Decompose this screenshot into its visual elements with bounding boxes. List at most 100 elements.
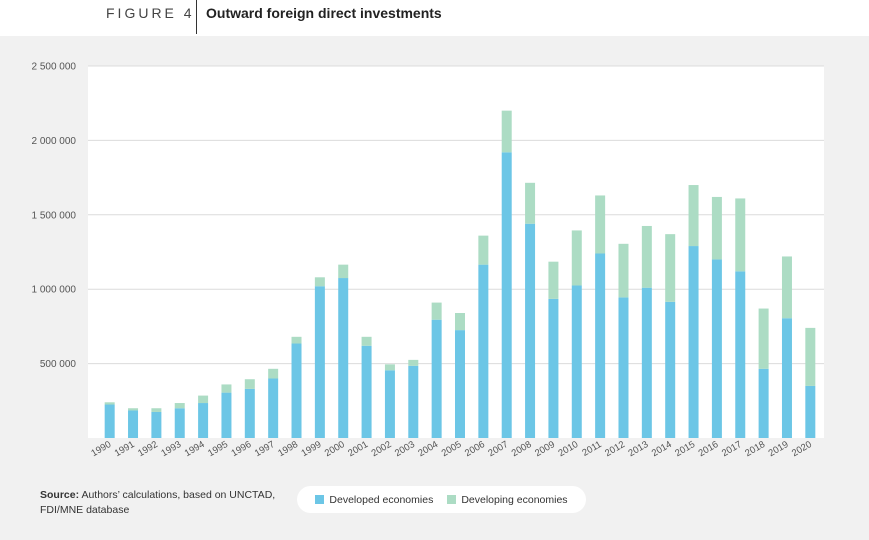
x-tick-label: 2015 xyxy=(673,439,697,459)
bar-developing-2013 xyxy=(641,225,652,288)
bar-developed-1992 xyxy=(151,411,162,438)
source-text: Authors’ calculations, based on UNCTAD, … xyxy=(40,489,276,516)
bar-developing-1995 xyxy=(221,384,232,393)
x-tick-label: 1996 xyxy=(229,439,253,459)
y-axis-labels: 500 000 1 000 000 1 500 000 2 000 000 2 500 … xyxy=(32,62,77,371)
x-tick-label: 2011 xyxy=(580,439,603,459)
y-tick-label: 1 500 000 xyxy=(32,210,77,221)
bar-developing-2002 xyxy=(384,364,395,371)
bar-developing-1994 xyxy=(198,395,209,404)
bar-developed-2006 xyxy=(478,264,489,438)
bar-developing-2006 xyxy=(478,235,489,265)
x-tick-label: 2004 xyxy=(416,439,440,459)
bar-developing-2017 xyxy=(735,198,746,272)
x-tick-label: 2008 xyxy=(510,439,534,459)
bar-developed-1995 xyxy=(221,392,232,438)
x-tick-label: 2016 xyxy=(697,439,721,459)
header-divider xyxy=(196,0,197,34)
bar-developed-1997 xyxy=(268,378,279,438)
bar-developing-1999 xyxy=(314,277,325,287)
source-note: Source: Authors’ calculations, based on … xyxy=(40,488,280,518)
bar-developed-2005 xyxy=(455,330,465,438)
x-tick-label: 1992 xyxy=(136,439,160,459)
bar-developing-2011 xyxy=(595,195,606,254)
x-tick-label: 2017 xyxy=(720,439,744,459)
bar-developed-2000 xyxy=(338,278,349,438)
bar-developed-2003 xyxy=(408,365,419,438)
x-tick-label: 2018 xyxy=(743,439,767,459)
bar-developing-2016 xyxy=(711,196,722,260)
bar-developed-2011 xyxy=(595,253,606,438)
legend-swatch-developing xyxy=(447,495,457,504)
x-tick-label: 2009 xyxy=(533,439,557,459)
figure-header: FIGURE 4 Outward foreign direct investme… xyxy=(0,0,869,36)
legend: Developed economies Developing economies xyxy=(297,486,586,513)
x-tick-label: 2013 xyxy=(627,439,651,459)
bar-developed-2004 xyxy=(431,319,442,438)
x-tick-label: 2014 xyxy=(650,439,674,459)
bar-developing-1991 xyxy=(128,408,139,411)
x-tick-label: 1998 xyxy=(276,439,300,459)
x-tick-label: 2020 xyxy=(790,439,814,459)
bar-developed-2012 xyxy=(618,297,629,438)
bar-developed-1996 xyxy=(244,388,255,438)
bar-developed-2016 xyxy=(711,259,722,438)
bar-developed-2018 xyxy=(758,368,769,438)
bar-developing-2001 xyxy=(361,336,372,346)
bar-developing-1998 xyxy=(291,336,302,344)
bar-developed-2008 xyxy=(525,223,536,438)
bar-developing-2004 xyxy=(431,302,442,320)
y-tick-label: 2 000 000 xyxy=(32,136,77,147)
x-tick-label: 2006 xyxy=(463,439,487,459)
legend-swatch-developed xyxy=(315,495,325,504)
bar-developing-1996 xyxy=(244,379,255,389)
bars xyxy=(104,110,816,438)
x-tick-label: 1991 xyxy=(113,439,137,459)
x-tick-label: 1999 xyxy=(300,439,324,459)
bar-developing-2012 xyxy=(618,243,629,298)
source-label: Source: xyxy=(40,489,80,501)
bar-developed-2019 xyxy=(781,318,792,438)
x-tick-label: 2010 xyxy=(556,439,580,459)
bar-developing-1997 xyxy=(268,368,279,379)
x-tick-label: 2012 xyxy=(603,439,627,459)
bar-developing-2014 xyxy=(665,234,676,302)
bar-developed-2014 xyxy=(665,301,676,438)
figure-title: Outward foreign direct investments xyxy=(206,5,442,21)
bar-developed-2001 xyxy=(361,345,372,438)
x-tick-label: 1995 xyxy=(206,439,230,459)
x-tick-label: 1990 xyxy=(89,439,113,459)
legend-label-developing: Developing economies xyxy=(461,493,568,506)
bar-developing-2015 xyxy=(688,185,699,247)
bar-developing-2010 xyxy=(571,230,582,286)
bar-developing-1993 xyxy=(174,403,185,409)
bar-developing-2003 xyxy=(408,359,419,366)
bar-developing-2018 xyxy=(758,308,769,369)
x-tick-label: 1997 xyxy=(253,439,277,459)
bar-developed-2020 xyxy=(805,385,816,438)
legend-item-developing: Developing economies xyxy=(447,493,568,506)
bar-developing-1992 xyxy=(151,408,162,412)
bar-chart: 500 000 1 000 000 1 500 000 2 000 000 2 500 … xyxy=(32,62,824,459)
x-tick-label: 2005 xyxy=(440,439,464,459)
bar-developing-2019 xyxy=(781,256,792,319)
x-tick-label: 2019 xyxy=(767,439,791,459)
bar-developed-2009 xyxy=(548,298,559,438)
bar-developed-2015 xyxy=(688,246,699,438)
x-axis-labels: 1990 1991 1992 1993 1994 1995 1996 1997 1998 1999… xyxy=(89,439,813,459)
bar-developed-1990 xyxy=(104,404,115,438)
y-tick-label: 500 000 xyxy=(40,359,77,370)
legend-item-developed: Developed economies xyxy=(315,494,433,506)
bar-developed-2002 xyxy=(384,370,395,438)
bar-developed-1991 xyxy=(128,410,139,438)
x-tick-label: 1993 xyxy=(159,439,183,459)
x-tick-label: 2002 xyxy=(370,439,394,459)
figure-label: FIGURE 4 xyxy=(106,5,195,21)
y-tick-label: 1 000 000 xyxy=(32,285,77,296)
bar-developing-2005 xyxy=(455,313,465,331)
bar-developed-1998 xyxy=(291,343,302,438)
bar-developed-2013 xyxy=(641,287,652,438)
x-tick-label: 2000 xyxy=(323,439,347,459)
bar-developing-2000 xyxy=(338,264,349,279)
bar-developing-2007 xyxy=(501,110,512,153)
